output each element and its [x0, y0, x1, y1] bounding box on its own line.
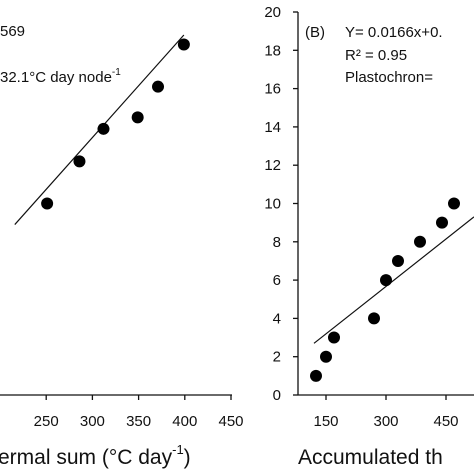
panel-a-points — [41, 38, 190, 210]
panel-a-x-axis-label-superscript: -1 — [172, 442, 184, 457]
panel-b-y-tick-label: 16 — [264, 81, 281, 98]
panel-b-point — [368, 312, 380, 325]
panel-b-y-tick-labels: 0 2 4 6 8 10 12 14 16 18 20 — [264, 4, 281, 404]
panel-a-point — [177, 38, 190, 51]
panel-b-y-tick-label: 8 — [273, 234, 281, 251]
panel-b-y-tick-label: 10 — [264, 196, 281, 213]
panel-a-x-tick-labels: 250 300 350 400 450 — [34, 413, 244, 430]
panel-b-y-tick-label: 6 — [273, 272, 281, 289]
panel-a-annotation-plastochron: 32.1°C day node-1 — [0, 67, 121, 86]
panel-a: 250 300 350 400 450 569 32.1°C day node-1 er… — [0, 23, 244, 469]
panel-a-x-axis-label: ermal sum (°C day-1) — [0, 442, 191, 469]
panel-b-fit-line — [313, 216, 474, 344]
panel-a-point — [152, 80, 165, 93]
panel-b-x-tick-labels: 150 300 450 — [313, 413, 458, 430]
panel-b-point — [310, 369, 322, 382]
panel-a-plastochron-value: 32.1°C day node — [0, 69, 112, 86]
panel-b-x-tick-label: 300 — [373, 413, 398, 430]
panel-b-y-tick-label: 18 — [264, 42, 281, 59]
panel-b-y-tick-label: 4 — [273, 310, 281, 327]
panel-b-plastochron: Plastochron= — [345, 69, 433, 86]
panel-b-point — [328, 331, 340, 344]
panel-b-point — [436, 216, 448, 229]
panel-b-r-squared: R² = 0.95 — [345, 47, 407, 64]
panel-a-point — [73, 155, 86, 168]
panel-a-annotation-intercept: 569 — [0, 23, 25, 40]
panel-b-point — [320, 350, 332, 363]
panel-a-plastochron-superscript: -1 — [112, 67, 121, 78]
panel-b-x-tick-label: 150 — [313, 413, 338, 430]
panel-a-point — [131, 111, 144, 124]
panel-b: 0 2 4 6 8 10 12 14 16 18 20 150 300 450 (B) Y= 0.016… — [264, 4, 474, 469]
panel-b-y-ticks — [293, 11, 298, 396]
panel-b-y-tick-label: 0 — [273, 387, 281, 404]
panel-b-label: (B) — [305, 24, 325, 41]
panel-b-point — [380, 274, 392, 287]
panel-a-point — [97, 122, 110, 135]
panel-a-x-tick-label: 350 — [126, 413, 151, 430]
panel-b-x-ticks — [325, 395, 447, 400]
panel-b-points — [310, 197, 460, 382]
panel-a-x-ticks — [45, 395, 232, 400]
panel-a-x-tick-label: 300 — [80, 413, 105, 430]
panel-a-x-tick-label: 400 — [172, 413, 197, 430]
panel-b-y-tick-label: 20 — [264, 4, 281, 21]
panel-b-x-tick-label: 450 — [433, 413, 458, 430]
panel-a-x-tick-label: 450 — [218, 413, 243, 430]
panel-a-x-axis-label-text: ermal sum (°C day — [0, 446, 173, 469]
panel-a-x-axis-label-suffix: ) — [184, 446, 191, 469]
panel-b-point — [414, 235, 426, 248]
panel-b-y-tick-label: 14 — [264, 119, 281, 136]
panel-b-point — [392, 254, 404, 267]
panel-a-x-tick-label: 250 — [34, 413, 59, 430]
panel-b-y-tick-label: 2 — [273, 349, 281, 366]
panel-b-x-axis-label: Accumulated th — [298, 446, 443, 469]
panel-a-point — [41, 197, 54, 210]
panel-b-equation: Y= 0.0166x+0. — [345, 24, 443, 41]
panel-b-y-tick-label: 12 — [264, 157, 281, 174]
panel-b-point — [448, 197, 460, 210]
